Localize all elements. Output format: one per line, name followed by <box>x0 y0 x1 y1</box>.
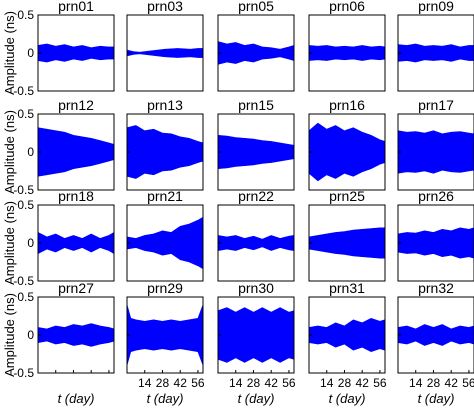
series-envelope-prn15 <box>217 134 295 170</box>
y-tick-label: 0.5 <box>17 107 34 121</box>
x-tick-label: 28 <box>427 376 441 390</box>
panel-title-prn22: prn22 <box>238 188 274 204</box>
y-axis-label: Amplitude (ns) <box>2 110 17 194</box>
y-tick-label: 0 <box>27 236 34 250</box>
x-tick-label: 14 <box>320 376 334 390</box>
x-tick-label: 42 <box>265 376 279 390</box>
y-tick-label: -0.5 <box>13 84 34 98</box>
panel-title-prn18: prn18 <box>58 188 94 204</box>
y-tick-label: 0 <box>27 46 34 60</box>
series-envelope-prn25 <box>308 227 386 259</box>
series-envelope-prn03 <box>126 48 204 58</box>
series-envelope-prn29 <box>126 304 204 366</box>
x-axis-label: t (day) <box>147 391 184 406</box>
panel-title-prn06: prn06 <box>329 0 365 14</box>
series-envelope-prn27 <box>37 323 115 347</box>
x-axis-label-unit: (day) <box>61 391 94 406</box>
panel-title-prn21: prn21 <box>147 188 183 204</box>
x-tick-label: 28 <box>247 376 261 390</box>
panel-title-prn31: prn31 <box>329 280 365 296</box>
panel-title-prn17: prn17 <box>418 97 454 113</box>
y-tick-label: 0.5 <box>17 8 34 22</box>
panel-title-prn25: prn25 <box>329 188 365 204</box>
panel-title-prn05: prn05 <box>238 0 274 14</box>
y-tick-label: 0.5 <box>17 290 34 304</box>
series-envelope-prn09 <box>397 43 474 63</box>
x-tick-label: 42 <box>174 376 188 390</box>
series-envelope-prn17 <box>397 130 474 174</box>
x-tick-label: 56 <box>282 376 296 390</box>
x-axis-label-var: t <box>418 391 423 406</box>
x-axis-label: t (day) <box>418 391 455 406</box>
y-tick-label: 0.5 <box>17 198 34 212</box>
series-envelope-prn22 <box>217 235 295 251</box>
x-axis-label-unit: (day) <box>241 391 274 406</box>
y-tick-label: -0.5 <box>13 366 34 380</box>
x-axis-label-unit: (day) <box>421 391 454 406</box>
x-axis-label-var: t <box>238 391 243 406</box>
panel-title-prn12: prn12 <box>58 97 94 113</box>
x-tick-label: 14 <box>229 376 243 390</box>
panel-title-prn01: prn01 <box>58 0 94 14</box>
series-envelope-prn26 <box>397 227 474 259</box>
panel-title-prn26: prn26 <box>418 188 454 204</box>
x-axis-label: t (day) <box>238 391 275 406</box>
x-tick-label: 14 <box>138 376 152 390</box>
x-axis-label: t (day) <box>58 391 95 406</box>
series-envelope-prn06 <box>308 45 386 61</box>
panel-title-prn29: prn29 <box>147 280 183 296</box>
x-axis-label-var: t <box>147 391 152 406</box>
y-axis-label: Amplitude (ns) <box>2 201 17 285</box>
panel-title-prn03: prn03 <box>147 0 183 14</box>
series-envelope-prn21 <box>126 216 204 270</box>
x-tick-label: 28 <box>338 376 352 390</box>
x-tick-label: 56 <box>373 376 387 390</box>
panel-title-prn09: prn09 <box>418 0 454 14</box>
y-tick-label: -0.5 <box>13 183 34 197</box>
series-envelope-prn12 <box>37 127 115 177</box>
panel-title-prn30: prn30 <box>238 280 274 296</box>
x-axis-label-var: t <box>329 391 334 406</box>
x-tick-label: 42 <box>356 376 370 390</box>
x-tick-label: 28 <box>156 376 170 390</box>
panel-title-prn13: prn13 <box>147 97 183 113</box>
x-tick-label: 42 <box>445 376 459 390</box>
x-axis-label-unit: (day) <box>150 391 183 406</box>
y-axis-label: Amplitude (ns) <box>2 11 17 95</box>
x-tick-label: 14 <box>409 376 423 390</box>
x-axis-label-unit: (day) <box>332 391 365 406</box>
series-envelope-prn32 <box>397 324 474 346</box>
y-tick-label: -0.5 <box>13 274 34 288</box>
series-envelope-prn18 <box>37 231 115 255</box>
series-envelope-prn31 <box>308 317 386 353</box>
x-axis-label-var: t <box>58 391 63 406</box>
series-envelope-prn16 <box>308 122 386 182</box>
panel-title-prn16: prn16 <box>329 97 365 113</box>
x-tick-label: 56 <box>462 376 474 390</box>
x-axis-label: t (day) <box>329 391 366 406</box>
panel-title-prn32: prn32 <box>418 280 454 296</box>
y-axis-label: Amplitude (ns) <box>2 293 17 377</box>
x-tick-label: 56 <box>191 376 205 390</box>
series-envelope-prn05 <box>217 41 295 65</box>
y-tick-label: 0 <box>27 328 34 342</box>
series-envelope-prn13 <box>126 125 204 179</box>
y-tick-label: 0 <box>27 145 34 159</box>
panel-title-prn15: prn15 <box>238 97 274 113</box>
series-envelope-prn30 <box>217 307 295 363</box>
panel-title-prn27: prn27 <box>58 280 94 296</box>
series-envelope-prn01 <box>37 43 115 63</box>
